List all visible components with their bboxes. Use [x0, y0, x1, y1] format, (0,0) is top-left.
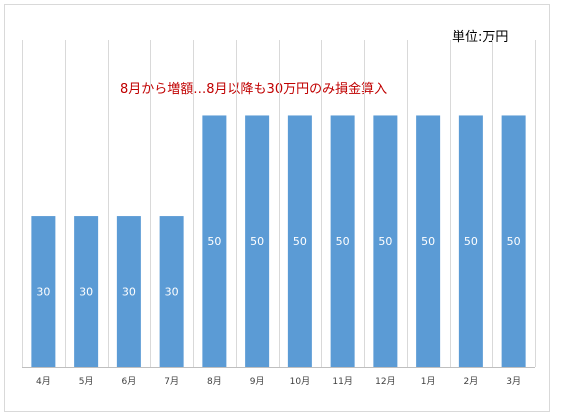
x-tick-label: 2月 — [464, 376, 479, 387]
x-tick-label: 9月 — [250, 376, 265, 387]
x-tick-label: 3月 — [506, 376, 521, 387]
data-label: 50 — [207, 235, 221, 248]
data-label: 30 — [122, 286, 136, 299]
data-label: 50 — [378, 235, 392, 248]
x-tick-label: 11月 — [332, 376, 352, 387]
bar — [330, 115, 355, 367]
x-tick-label: 10月 — [290, 376, 310, 387]
x-tick-label: 5月 — [79, 376, 94, 387]
x-tick-label: 4月 — [36, 376, 51, 387]
data-label: 30 — [36, 286, 50, 299]
bar — [202, 115, 227, 367]
unit-label: 単位:万円 — [452, 30, 509, 45]
bar — [116, 216, 141, 367]
data-label: 50 — [421, 235, 435, 248]
bar — [159, 216, 184, 367]
data-label: 50 — [250, 235, 264, 248]
x-axis-tick-labels: 4月 5月 6月 7月 8月 9月 10月 11月 12月 1月 2月 3月 — [36, 376, 521, 387]
gridlines — [22, 40, 536, 367]
bar — [458, 115, 483, 367]
bar — [416, 115, 441, 367]
x-tick-label: 12月 — [375, 376, 395, 387]
bar — [245, 115, 270, 367]
x-tick-label: 1月 — [421, 376, 436, 387]
bar — [373, 115, 398, 367]
data-label: 50 — [293, 235, 307, 248]
bar — [287, 115, 312, 367]
x-tick-label: 8月 — [207, 376, 222, 387]
data-label: 50 — [507, 235, 521, 248]
bar — [74, 216, 99, 367]
chart-annotation: 8月から増額…8月以降も30万円のみ損金算入 — [120, 82, 388, 97]
bar — [31, 216, 56, 367]
data-label: 50 — [464, 235, 478, 248]
bar-series — [31, 115, 526, 367]
x-tick-label: 6月 — [122, 376, 137, 387]
bar — [501, 115, 526, 367]
data-label: 30 — [165, 286, 179, 299]
data-labels: 30 30 30 30 50 50 50 50 50 50 50 50 — [36, 235, 520, 298]
data-label: 50 — [336, 235, 350, 248]
x-tick-label: 7月 — [164, 376, 179, 387]
data-label: 30 — [79, 286, 93, 299]
